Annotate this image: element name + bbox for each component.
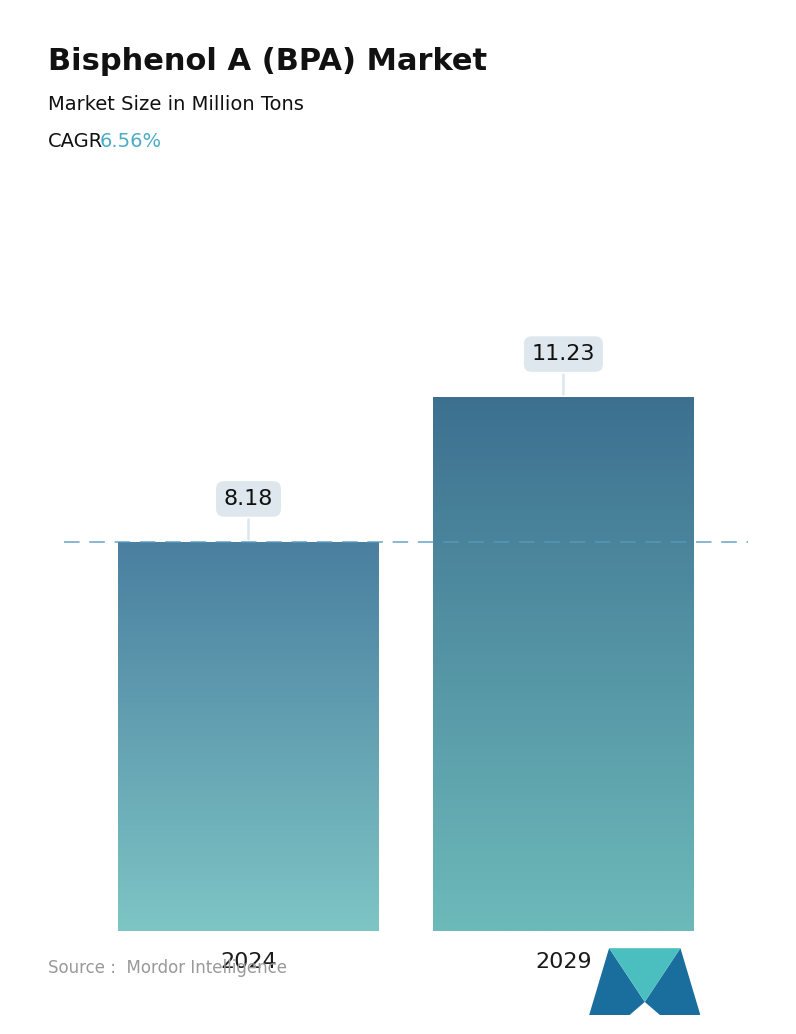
Text: 11.23: 11.23 [532,344,595,395]
Polygon shape [609,948,681,1002]
Polygon shape [589,948,645,1015]
Text: Source :  Mordor Intelligence: Source : Mordor Intelligence [48,960,287,977]
Text: CAGR: CAGR [48,132,103,151]
Polygon shape [645,948,700,1015]
Text: 8.18: 8.18 [224,489,273,540]
Text: Market Size in Million Tons: Market Size in Million Tons [48,95,303,114]
Text: 6.56%: 6.56% [100,132,162,151]
Text: Bisphenol A (BPA) Market: Bisphenol A (BPA) Market [48,47,487,75]
